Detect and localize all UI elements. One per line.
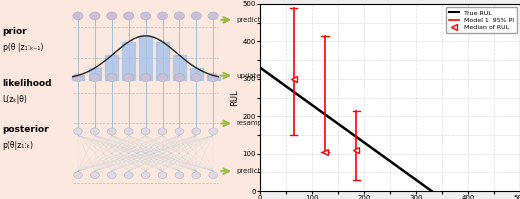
Bar xyxy=(207,75,219,80)
Text: update: update xyxy=(237,73,261,79)
Circle shape xyxy=(140,74,151,82)
Bar xyxy=(106,55,118,80)
Text: resampling: resampling xyxy=(237,120,276,126)
Text: prediction: prediction xyxy=(237,168,272,174)
Circle shape xyxy=(158,12,167,20)
Bar xyxy=(88,68,101,80)
Text: prior: prior xyxy=(3,27,27,36)
Circle shape xyxy=(209,128,217,135)
Bar xyxy=(73,27,218,58)
Circle shape xyxy=(208,12,218,20)
Circle shape xyxy=(74,128,82,135)
Text: p(θ|z₁:ₖ): p(θ|z₁:ₖ) xyxy=(3,141,34,150)
Circle shape xyxy=(192,128,201,135)
Circle shape xyxy=(73,12,83,20)
Bar xyxy=(173,55,186,80)
Circle shape xyxy=(192,172,201,179)
Circle shape xyxy=(107,128,116,135)
Circle shape xyxy=(209,172,217,179)
Bar xyxy=(122,42,135,80)
Line: True RUL: True RUL xyxy=(260,68,432,191)
Circle shape xyxy=(141,172,150,179)
Bar xyxy=(190,68,203,80)
Circle shape xyxy=(90,172,99,179)
Circle shape xyxy=(107,12,117,20)
Bar xyxy=(72,75,84,80)
Circle shape xyxy=(74,172,82,179)
Y-axis label: RUL: RUL xyxy=(230,89,240,106)
Circle shape xyxy=(208,74,218,82)
Text: p(θ |z₁:ₖ₋₁): p(θ |z₁:ₖ₋₁) xyxy=(3,43,43,52)
Circle shape xyxy=(158,128,167,135)
Circle shape xyxy=(174,12,185,20)
Circle shape xyxy=(175,128,184,135)
Circle shape xyxy=(191,12,202,20)
Bar xyxy=(139,36,152,80)
Circle shape xyxy=(140,12,151,20)
Circle shape xyxy=(73,74,83,82)
Circle shape xyxy=(191,74,202,82)
Circle shape xyxy=(107,172,116,179)
True RUL xyxy=(257,66,263,69)
Circle shape xyxy=(90,128,99,135)
Circle shape xyxy=(89,12,100,20)
Circle shape xyxy=(124,12,134,20)
Circle shape xyxy=(175,172,184,179)
Circle shape xyxy=(174,74,185,82)
Circle shape xyxy=(124,128,133,135)
True RUL xyxy=(428,190,435,192)
Circle shape xyxy=(89,74,100,82)
Circle shape xyxy=(124,74,134,82)
Circle shape xyxy=(141,128,150,135)
Text: posterior: posterior xyxy=(3,125,49,134)
Legend: True RUL, Model 1  95% PI, Median of RUL: True RUL, Model 1 95% PI, Median of RUL xyxy=(446,7,517,33)
Circle shape xyxy=(124,172,133,179)
Text: L(zₖ|θ): L(zₖ|θ) xyxy=(3,95,28,104)
Text: likelihood: likelihood xyxy=(3,79,52,88)
Bar xyxy=(73,93,218,123)
Text: prediction: prediction xyxy=(237,17,272,23)
Circle shape xyxy=(107,74,117,82)
Bar xyxy=(156,42,169,80)
Circle shape xyxy=(158,74,167,82)
Circle shape xyxy=(158,172,167,179)
